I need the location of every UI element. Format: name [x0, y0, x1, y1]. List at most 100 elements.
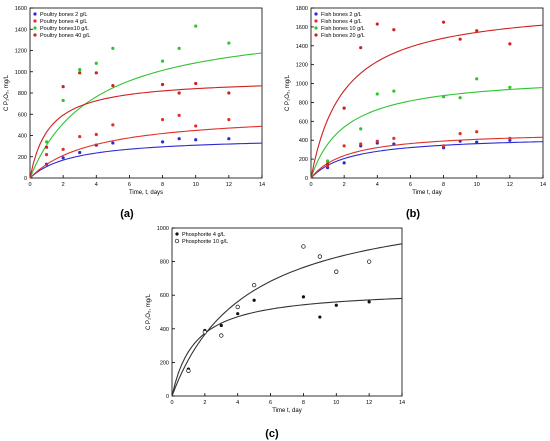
data-point — [392, 136, 396, 140]
data-point — [194, 124, 198, 128]
data-point — [441, 95, 446, 99]
data-point — [508, 136, 512, 140]
x-tick-label: 6 — [409, 182, 412, 188]
data-point — [61, 98, 65, 103]
legend-label: Fish bones 10 g/L — [321, 26, 365, 32]
y-tick-label: 800 — [18, 91, 27, 97]
legend-marker — [33, 26, 37, 30]
data-point — [160, 59, 165, 63]
legend-marker — [33, 12, 37, 16]
data-point — [458, 132, 462, 136]
data-point — [342, 144, 346, 148]
x-tick-label: 12 — [226, 182, 232, 188]
data-point — [252, 298, 256, 302]
y-tick-label: 200 — [299, 157, 308, 163]
x-tick-label: 2 — [203, 400, 206, 406]
x-tick-label: 6 — [269, 400, 272, 406]
data-point — [227, 117, 231, 122]
data-point — [301, 244, 306, 249]
data-point — [78, 134, 82, 139]
y-axis-label: C P₂O₅, mg/L — [285, 74, 291, 111]
data-point — [219, 333, 224, 338]
y-tick-label: 1000 — [296, 82, 308, 88]
data-point — [160, 117, 165, 122]
data-point — [318, 315, 322, 319]
y-tick-label: 800 — [160, 260, 169, 266]
y-tick-label: 1800 — [296, 6, 308, 12]
x-axis-label: Time t, day — [412, 190, 441, 196]
data-point — [177, 46, 181, 50]
y-tick-label: 400 — [299, 138, 308, 144]
fit-curve-3 — [310, 87, 544, 179]
fit-curve-4 — [29, 85, 263, 179]
data-point — [111, 123, 115, 127]
data-point — [301, 295, 306, 299]
y-tick-label: 0 — [166, 394, 169, 400]
panel-label: (c) — [265, 428, 279, 440]
data-point — [94, 132, 98, 137]
x-tick-label: 2 — [62, 182, 65, 188]
legend-label: Poultry bones 4 g/L — [40, 19, 87, 25]
legend-marker — [314, 33, 318, 37]
data-point — [334, 269, 339, 274]
y-tick-label: 600 — [160, 293, 169, 299]
data-point — [441, 20, 446, 24]
data-point — [375, 22, 379, 26]
y-axis-label: C P₂O₅, mg/L — [146, 293, 152, 330]
data-point — [325, 162, 330, 166]
fit-curve-2 — [29, 125, 263, 179]
legend-label: Poultry bones10 g/L — [40, 26, 89, 32]
y-tick-label: 0 — [24, 176, 27, 182]
data-point — [475, 140, 479, 144]
fit-curve-2 — [310, 136, 544, 179]
data-point — [227, 41, 231, 45]
x-tick-label: 0 — [170, 400, 173, 406]
fit-curve-3 — [29, 52, 263, 179]
y-tick-label: 0 — [305, 176, 308, 182]
x-tick-label: 2 — [343, 182, 346, 188]
x-tick-label: 4 — [376, 182, 379, 188]
data-point — [458, 96, 462, 100]
data-point — [359, 142, 363, 146]
x-tick-label: 14 — [540, 182, 546, 188]
data-point — [366, 259, 372, 264]
x-tick-label: 10 — [193, 182, 199, 188]
data-point — [94, 71, 98, 75]
x-tick-label: 8 — [161, 182, 164, 188]
data-point — [235, 304, 240, 310]
panel-label: (a) — [120, 208, 134, 220]
data-point — [61, 85, 65, 89]
y-tick-label: 600 — [18, 112, 27, 118]
data-point — [94, 61, 98, 65]
data-point — [194, 24, 198, 28]
fit-curve-1 — [310, 141, 544, 179]
data-point — [177, 113, 181, 117]
fit-curve-1 — [29, 142, 263, 179]
data-point — [111, 83, 115, 88]
data-point — [160, 140, 165, 144]
legend-label: Fish bones 2 g/L — [321, 12, 362, 18]
panel-b: 0 2 4 6 8 10 12 14 0 200 400 600 800 1000 1200 1400 1600… — [285, 6, 546, 220]
y-tick-label: 1600 — [296, 25, 308, 31]
y-tick-label: 1600 — [15, 6, 27, 12]
data-point — [475, 77, 479, 81]
plot-frame — [171, 227, 403, 397]
x-axis-label: Time t, day — [272, 408, 301, 414]
plot-frame — [310, 7, 544, 179]
x-tick-label: 14 — [259, 182, 265, 188]
legend-label: Fish bones 4 g/L — [321, 19, 362, 25]
data-point — [111, 141, 115, 145]
y-tick-label: 400 — [160, 327, 169, 333]
data-point — [177, 137, 181, 141]
y-tick-label: 800 — [299, 100, 308, 106]
x-tick-label: 0 — [309, 182, 312, 188]
data-point — [342, 161, 346, 165]
data-point — [508, 85, 512, 89]
fit-curve-2 — [171, 243, 403, 397]
data-point — [325, 159, 330, 163]
data-point — [194, 138, 198, 142]
legend-label: Fish bones 20 g/L — [321, 33, 365, 39]
data-point — [78, 71, 82, 75]
data-point — [111, 46, 115, 50]
data-point — [359, 127, 363, 131]
